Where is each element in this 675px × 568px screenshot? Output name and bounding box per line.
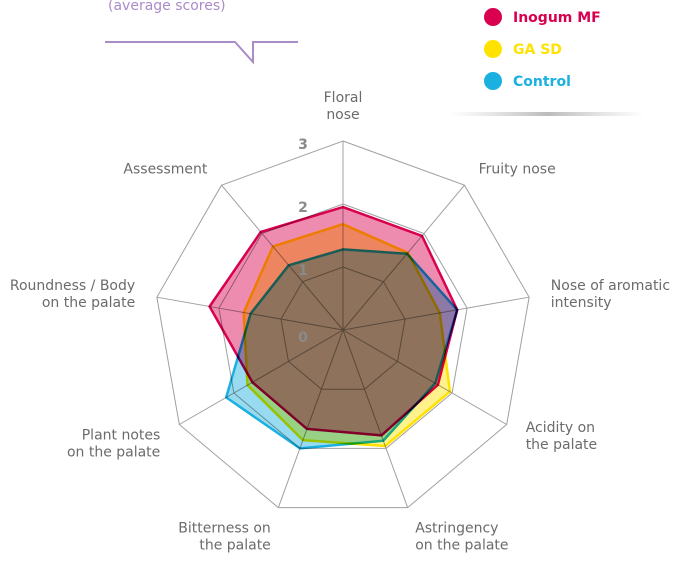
labels: 0 1 2 3 Floral nose Fruity nose Nose of aromati…	[10, 90, 670, 553]
legend-dot	[484, 72, 502, 90]
legend: Inogum MF GA SD Control	[484, 8, 601, 90]
tick-label: 0	[298, 330, 308, 346]
axis-label: Nose of aromatic intensity	[551, 278, 670, 311]
tick-label: 1	[298, 263, 308, 279]
axis-label: Bitterness on the palate	[178, 520, 271, 553]
axis-label: Floral nose	[324, 90, 363, 123]
axis-label: Plant notes on the palate	[67, 428, 160, 461]
areas	[208, 205, 459, 450]
callout-line	[105, 41, 298, 65]
axis-label: Fruity nose	[479, 161, 556, 177]
axis-label: Roundness / Body on the palate	[10, 278, 135, 311]
legend-text: Inogum MF	[513, 10, 601, 26]
legend-text: Control	[513, 74, 571, 90]
tick-label: 3	[298, 137, 308, 153]
subtitle: (average scores)	[108, 0, 226, 14]
series-area	[208, 205, 459, 437]
legend-dot	[484, 40, 502, 58]
axis-label: Astringency on the palate	[415, 520, 508, 553]
legend-shadow	[450, 112, 645, 116]
axis-label: Assessment	[123, 161, 207, 177]
legend-text: GA SD	[513, 42, 562, 58]
legend-dot	[484, 8, 502, 26]
axis-label: Acidity on the palate	[526, 420, 597, 453]
grid-ring	[156, 140, 530, 509]
tick-label: 2	[298, 200, 308, 216]
